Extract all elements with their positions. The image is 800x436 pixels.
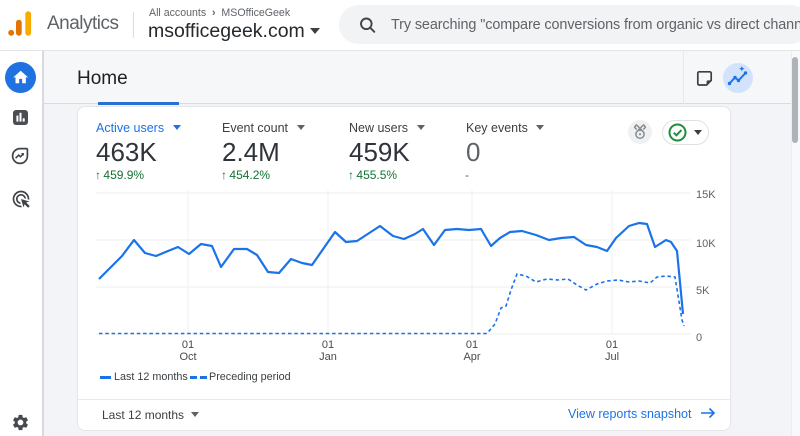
svg-text:5K: 5K <box>696 285 710 297</box>
svg-text:Oct: Oct <box>179 351 196 363</box>
svg-text:01: 01 <box>322 339 334 351</box>
svg-text:0: 0 <box>696 332 702 344</box>
svg-text:01: 01 <box>606 339 618 351</box>
svg-text:Jul: Jul <box>605 351 619 363</box>
svg-text:10K: 10K <box>696 238 716 250</box>
svg-text:Jan: Jan <box>319 351 337 363</box>
svg-text:01: 01 <box>466 339 478 351</box>
svg-text:Apr: Apr <box>463 351 480 363</box>
svg-text:15K: 15K <box>696 189 716 201</box>
svg-text:01: 01 <box>182 339 194 351</box>
